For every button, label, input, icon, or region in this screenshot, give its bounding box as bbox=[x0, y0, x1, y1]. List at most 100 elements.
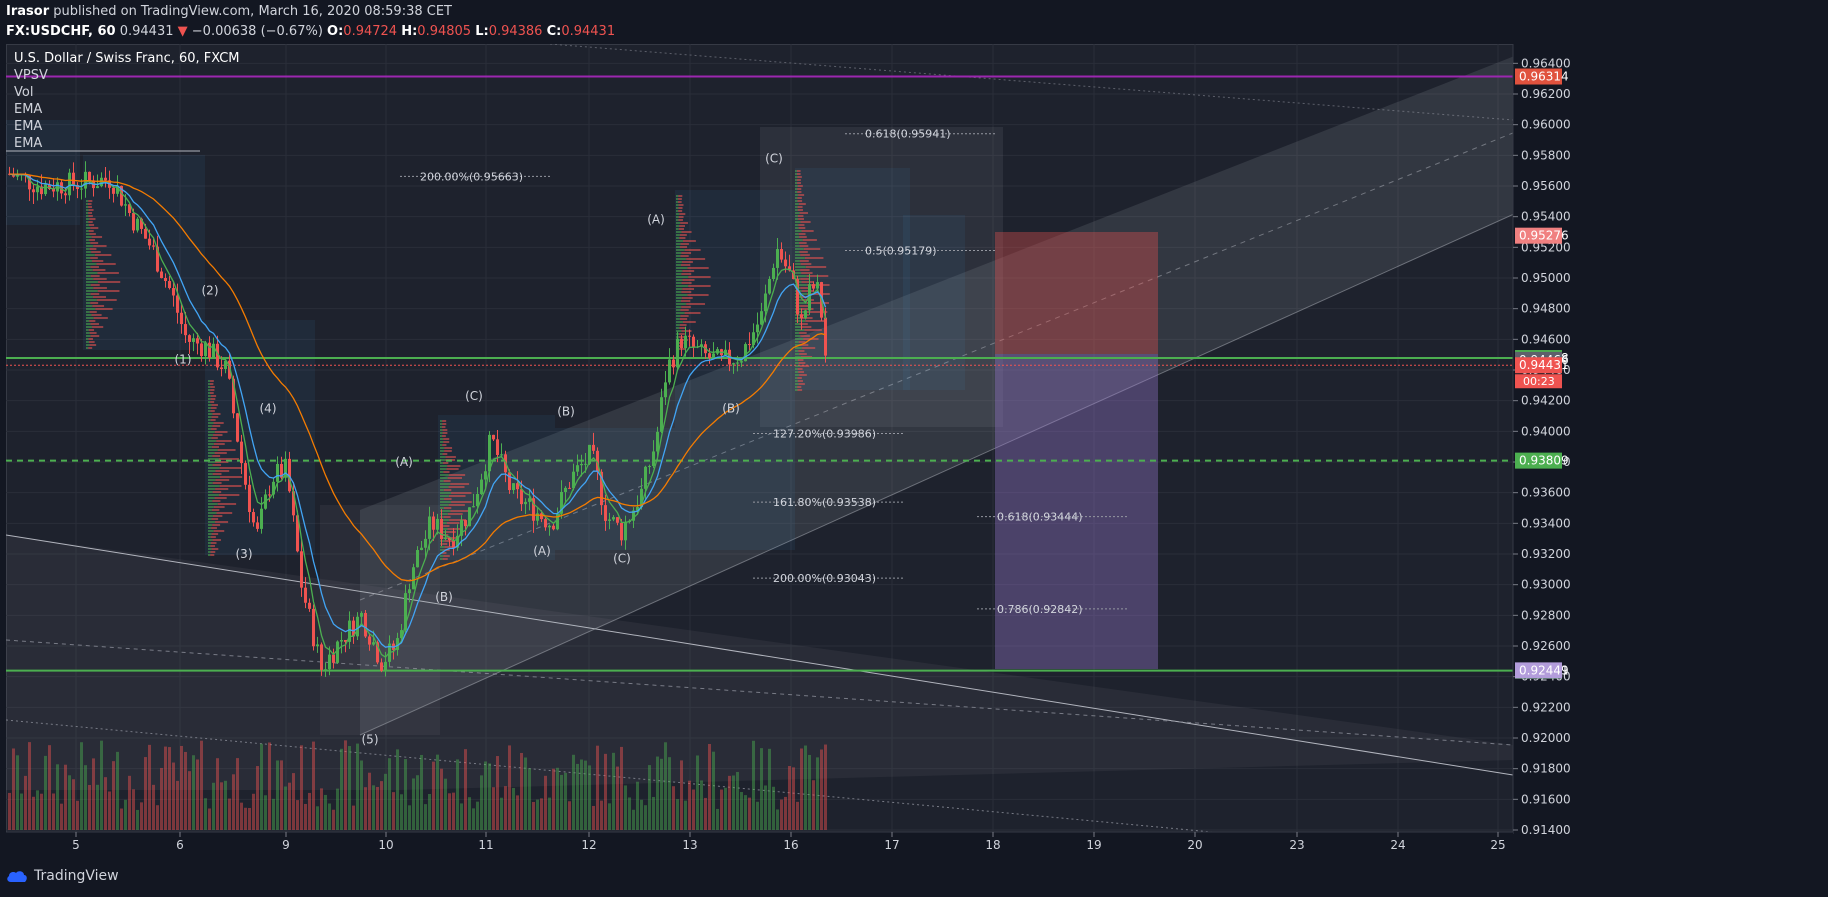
profile-bar-up bbox=[86, 332, 90, 334]
profile-bar-up bbox=[676, 294, 688, 296]
price-tick-label: 0.91600 bbox=[1521, 792, 1571, 806]
profile-bar-down bbox=[217, 503, 237, 505]
profile-bar-up bbox=[440, 429, 443, 431]
profile-bar-down bbox=[797, 188, 802, 190]
legend-indicator-ema[interactable]: EMA bbox=[14, 102, 43, 117]
time-tick-label: 11 bbox=[478, 838, 493, 852]
volume-bar bbox=[744, 795, 747, 830]
profile-bar-down bbox=[681, 291, 692, 293]
wave-label: (1) bbox=[175, 352, 192, 366]
profile-bar-up bbox=[208, 419, 211, 421]
profile-bar-down bbox=[678, 216, 684, 218]
profile-bar-up bbox=[676, 240, 683, 242]
profile-bar-up bbox=[86, 320, 90, 322]
volume-bar bbox=[756, 801, 759, 830]
price-badges: 0.963140.952760.944780.944660.944310.938… bbox=[1515, 68, 1569, 679]
wave-label: (C) bbox=[465, 389, 483, 403]
profile-bar-down bbox=[801, 290, 814, 292]
candle-body bbox=[216, 343, 219, 368]
volume-bar bbox=[448, 793, 451, 830]
profile-bar-down bbox=[87, 203, 92, 205]
profile-bar-down bbox=[446, 522, 460, 524]
volume-bar bbox=[416, 775, 419, 830]
profile-bar-down bbox=[90, 293, 100, 295]
candle-body bbox=[232, 378, 235, 414]
profile-bar-up bbox=[440, 546, 445, 548]
profile-bar-up bbox=[86, 209, 89, 211]
profile-bar-up bbox=[208, 449, 218, 451]
time-tick-label: 23 bbox=[1289, 838, 1304, 852]
profile-bar-down bbox=[210, 410, 215, 412]
volume-bar bbox=[748, 797, 751, 830]
price-axis[interactable]: 0.96400 0.96200 0.96000 0.95800 0.95600 0.954… bbox=[1512, 44, 1764, 837]
price-axis-bg bbox=[1513, 44, 1764, 834]
legend-indicator-vol[interactable]: Vol bbox=[14, 85, 34, 100]
profile-bar-down bbox=[680, 243, 689, 245]
profile-bar-down bbox=[805, 320, 825, 322]
volume-bar bbox=[240, 802, 243, 830]
volume-bar bbox=[360, 760, 363, 830]
profile-bar-up bbox=[795, 383, 799, 385]
profile-bar-up bbox=[208, 452, 215, 454]
volume-bar bbox=[496, 756, 499, 830]
change-value: −0.00638 (−0.67%) bbox=[191, 24, 323, 39]
price-tick-label: 0.92000 bbox=[1521, 731, 1571, 745]
candle-body bbox=[136, 218, 139, 231]
volume-bar bbox=[144, 757, 147, 830]
profile-bar-up bbox=[208, 458, 219, 460]
profile-bar-up bbox=[795, 182, 798, 184]
profile-bar-down bbox=[684, 249, 701, 251]
profile-bar-up bbox=[795, 179, 798, 181]
volume-bar bbox=[716, 808, 719, 830]
profile-bar-up bbox=[676, 222, 681, 224]
candle-body bbox=[340, 639, 343, 642]
candle-body bbox=[816, 282, 819, 289]
chart-pane[interactable] bbox=[6, 44, 1764, 834]
profile-bar-up bbox=[440, 432, 443, 434]
candle-body bbox=[344, 639, 347, 642]
volume-bar bbox=[168, 747, 171, 830]
volume-bar bbox=[108, 791, 111, 830]
profile-bar-down bbox=[798, 362, 806, 364]
tradingview-logo[interactable]: TradingView bbox=[6, 868, 119, 884]
volume-bar bbox=[536, 799, 539, 830]
volume-bar bbox=[408, 805, 411, 830]
profile-bar-up bbox=[795, 245, 800, 247]
author-name[interactable]: Irasor bbox=[6, 4, 50, 19]
profile-bar-down bbox=[443, 441, 450, 443]
candle-body bbox=[172, 288, 175, 296]
profile-bar-down bbox=[212, 425, 221, 427]
volume-bar bbox=[188, 771, 191, 830]
price-chart[interactable]: 0.618(0.95941) 200.00%(0.95663) 0.5(0.9517… bbox=[0, 0, 1828, 862]
profile-bar-up bbox=[795, 209, 798, 211]
legend-indicator-ema[interactable]: EMA bbox=[14, 136, 43, 151]
profile-bar-up bbox=[86, 314, 92, 316]
time-axis[interactable]: 5 6 9 10 11 12 13 16 17 18 19 20 23 24 25 bbox=[6, 831, 1513, 860]
legend-indicator-ema[interactable]: EMA bbox=[14, 119, 43, 134]
profile-bar-up bbox=[676, 198, 679, 200]
profile-bar-up bbox=[86, 251, 92, 253]
legend-indicator-vpsv[interactable]: VPSV bbox=[14, 68, 48, 83]
profile-bar-down bbox=[679, 333, 685, 335]
price-badge bbox=[1515, 68, 1562, 85]
profile-bar-up bbox=[208, 413, 213, 415]
volume-bar bbox=[300, 745, 303, 830]
profile-bar-up bbox=[86, 218, 90, 220]
profile-bar-down bbox=[215, 521, 229, 523]
candle-body bbox=[152, 245, 155, 247]
profile-bar-down bbox=[680, 300, 691, 302]
profile-bar-down bbox=[797, 185, 803, 187]
time-tick-label: 10 bbox=[378, 838, 393, 852]
profile-bar-down bbox=[688, 276, 711, 278]
volume-bar bbox=[252, 793, 255, 830]
volume-bar bbox=[516, 795, 519, 830]
profile-bar-down bbox=[442, 429, 448, 431]
candle-body bbox=[648, 466, 651, 468]
profile-bar-down bbox=[210, 380, 214, 382]
profile-bar-up bbox=[440, 528, 448, 530]
profile-bar-up bbox=[795, 347, 803, 349]
profile-bar-up bbox=[795, 326, 801, 328]
profile-bar-down bbox=[211, 527, 217, 529]
profile-bar-down bbox=[443, 489, 452, 491]
profile-bar-up bbox=[440, 420, 443, 422]
